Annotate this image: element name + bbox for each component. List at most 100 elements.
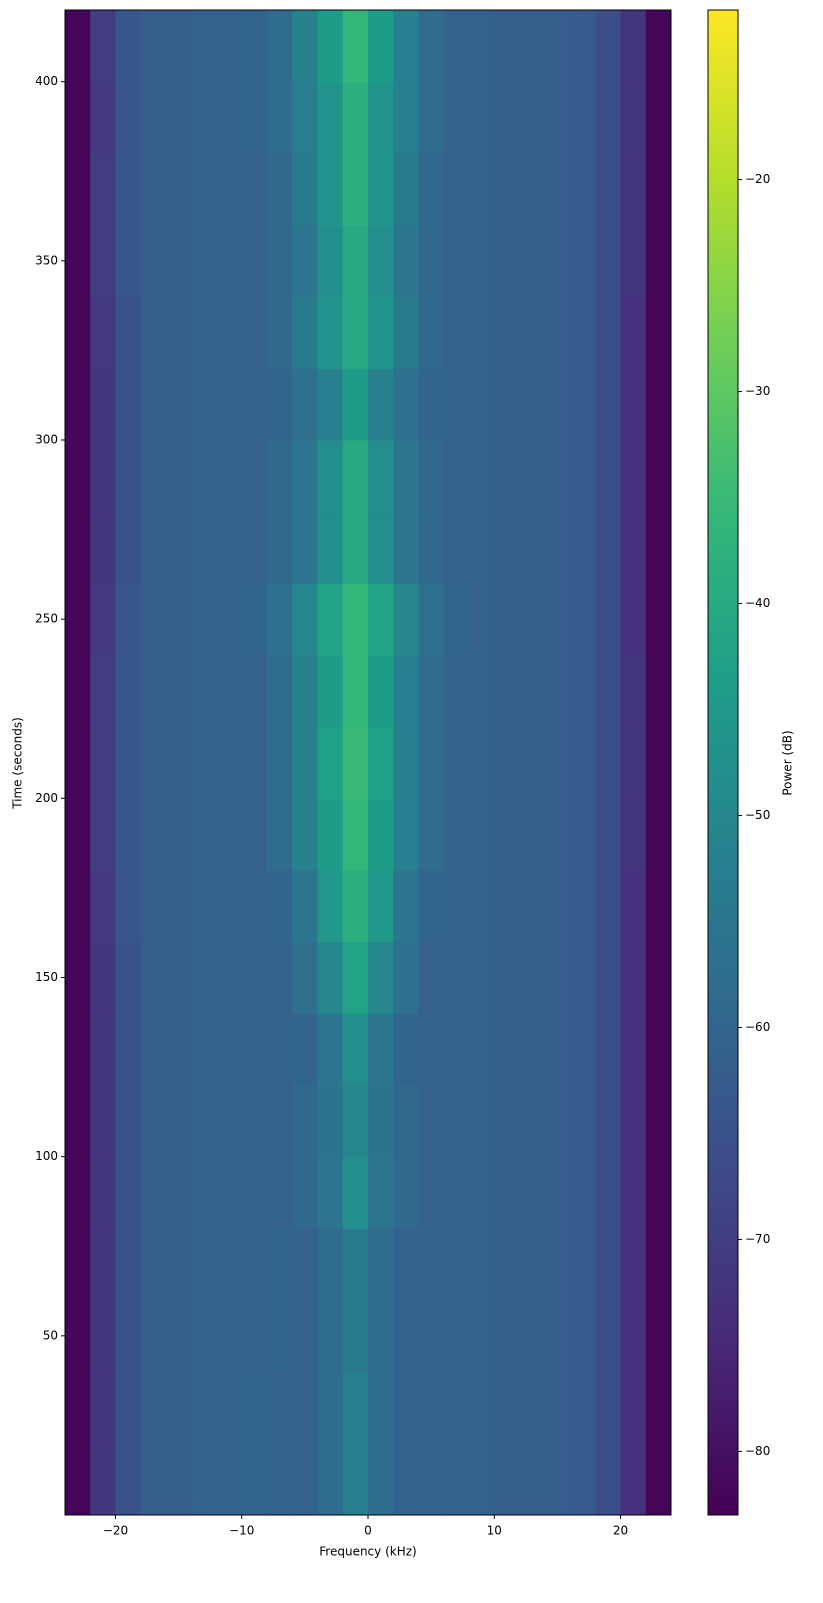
cell [342, 583, 369, 656]
cell [292, 798, 318, 871]
cell [595, 1156, 621, 1229]
cell [368, 583, 394, 656]
cell [140, 726, 167, 799]
cell [191, 296, 217, 369]
cell [166, 511, 192, 584]
cell [570, 655, 596, 728]
cell [620, 511, 647, 584]
cell [494, 440, 520, 513]
cell [519, 1156, 546, 1229]
cell [519, 1300, 546, 1373]
cell [90, 1013, 116, 1086]
cell [494, 1371, 520, 1444]
cell [292, 1156, 318, 1229]
cell [544, 1300, 571, 1373]
cell [368, 1156, 394, 1229]
cell [469, 1156, 495, 1229]
cell [267, 655, 293, 728]
cell [342, 1371, 369, 1444]
colorbar-tick-label: −20 [745, 172, 770, 186]
cell [90, 1300, 116, 1373]
colorbar-tick-label: −60 [745, 1020, 770, 1034]
cell [494, 368, 520, 441]
cell [645, 941, 671, 1014]
cell [443, 1156, 470, 1229]
y-tick-label: 200 [35, 791, 58, 805]
cell [241, 368, 268, 441]
cell [544, 870, 571, 943]
cell [317, 1300, 344, 1373]
cell [620, 1371, 647, 1444]
cell [241, 726, 268, 799]
cell [267, 1013, 293, 1086]
cell [267, 1228, 293, 1301]
cell [418, 153, 445, 226]
cell [140, 153, 167, 226]
cell [418, 1371, 445, 1444]
cell [342, 1443, 369, 1515]
cell [90, 1443, 116, 1515]
cell [620, 1013, 647, 1086]
cell [368, 153, 394, 226]
cell [317, 1085, 344, 1158]
cell [65, 440, 91, 513]
cell [191, 81, 217, 154]
cell [645, 153, 671, 226]
y-tick-label: 150 [35, 970, 58, 984]
cell [368, 870, 394, 943]
cell [570, 726, 596, 799]
cell [166, 726, 192, 799]
cell [267, 583, 293, 656]
cell [267, 870, 293, 943]
cell [418, 225, 445, 298]
cell [645, 1443, 671, 1515]
cell [469, 1013, 495, 1086]
cell [166, 1300, 192, 1373]
cell [544, 1371, 571, 1444]
cell [494, 941, 520, 1014]
cell [191, 153, 217, 226]
cell [65, 655, 91, 728]
cell [443, 296, 470, 369]
cell [570, 1443, 596, 1515]
cell [65, 81, 91, 154]
cell [443, 1300, 470, 1373]
y-axis-label: Time (seconds) [11, 717, 25, 810]
cell [393, 941, 419, 1014]
cell [519, 870, 546, 943]
cell [519, 296, 546, 369]
cell [393, 1156, 419, 1229]
cell [65, 941, 91, 1014]
cell [317, 1156, 344, 1229]
cell [342, 1300, 369, 1373]
cell [90, 1085, 116, 1158]
cell [90, 941, 116, 1014]
cell [393, 1443, 419, 1515]
cell [469, 296, 495, 369]
cell [166, 10, 192, 83]
cell [368, 1443, 394, 1515]
cell [267, 1300, 293, 1373]
cell [620, 81, 647, 154]
cell [443, 941, 470, 1014]
cell [317, 941, 344, 1014]
cell [216, 1443, 243, 1515]
cell [519, 1013, 546, 1086]
cell [166, 583, 192, 656]
cell [115, 583, 142, 656]
cell [544, 1156, 571, 1229]
cell [317, 81, 344, 154]
cell [620, 1300, 647, 1373]
cell [443, 798, 470, 871]
cell [620, 1443, 647, 1515]
cell [342, 511, 369, 584]
cell [90, 870, 116, 943]
colorbar-tick-label: −50 [745, 808, 770, 822]
cell [645, 1371, 671, 1444]
cell [216, 1013, 243, 1086]
cell [595, 440, 621, 513]
cell [317, 583, 344, 656]
cell [393, 10, 419, 83]
cell [494, 10, 520, 83]
cell [166, 1085, 192, 1158]
